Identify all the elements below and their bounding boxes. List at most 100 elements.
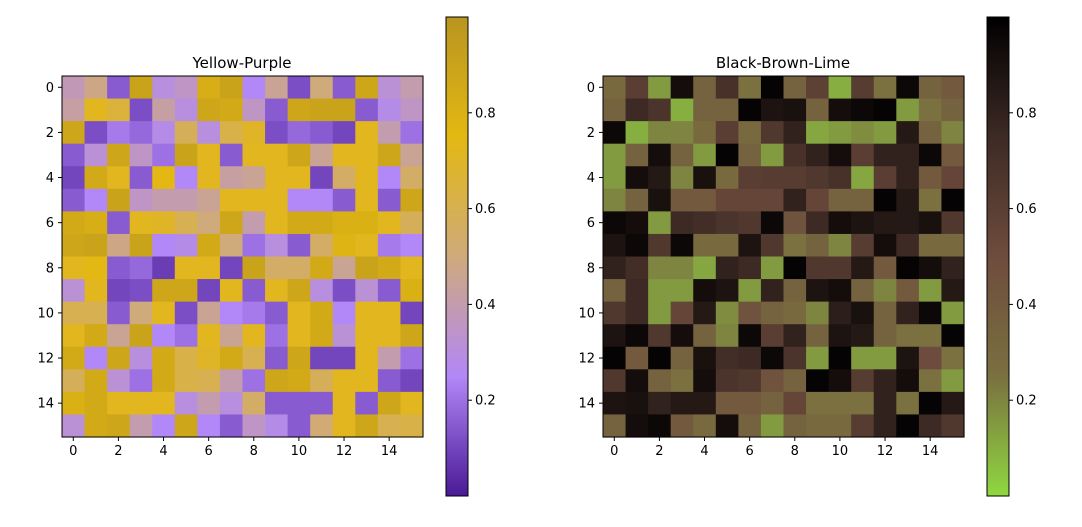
heatmap-cell-r10-c9 xyxy=(806,301,830,325)
heatmap-cell-r2-c7 xyxy=(219,121,244,145)
heatmap-cell-r9-c15 xyxy=(941,279,965,303)
heatmap-cell-r13-c9 xyxy=(806,369,830,393)
heatmap-cell-r7-c9 xyxy=(265,233,289,258)
heatmap-cell-r13-c2 xyxy=(648,369,672,393)
heatmap-cell-r15-c11 xyxy=(851,414,875,438)
heatmap-cell-r0-c10 xyxy=(828,76,852,100)
heatmap-cell-r12-c11 xyxy=(851,346,875,370)
heatmap-cell-r14-c15 xyxy=(400,391,424,416)
heatmap-cell-r12-c13 xyxy=(355,346,379,370)
heatmap-cell-r11-c1 xyxy=(84,324,108,348)
heatmap-cell-r5-c0 xyxy=(62,188,86,212)
heatmap-cell-r2-c2 xyxy=(107,121,131,145)
colorbar-tick-label: 0.8 xyxy=(1016,106,1037,121)
heatmap-cell-r13-c12 xyxy=(332,369,356,393)
heatmap-cell-r14-c1 xyxy=(625,391,649,416)
heatmap-cell-r8-c5 xyxy=(174,256,198,280)
heatmap-cell-r8-c13 xyxy=(355,256,379,280)
heatmap-cell-r15-c12 xyxy=(332,414,356,438)
heatmap-cell-r5-c2 xyxy=(648,188,672,212)
heatmap-cell-r7-c10 xyxy=(287,233,311,258)
heatmap-cell-r10-c15 xyxy=(941,301,965,325)
heatmap-cell-r4-c2 xyxy=(107,166,131,190)
heatmap-panel-black-brown-lime: Black-Brown-Lime 0 2 4 6 8 10 12 14 0 2 4 6 8 10 12 14… xyxy=(578,16,1037,497)
heatmap-cell-r3-c6 xyxy=(197,143,221,167)
y-tick-label: 12 xyxy=(37,352,54,367)
heatmap-cell-r8-c1 xyxy=(84,256,108,280)
heatmap-cell-r11-c12 xyxy=(873,324,897,348)
heatmap-cell-r8-c6 xyxy=(738,256,762,280)
heatmap-cell-r3-c6 xyxy=(738,143,762,167)
heatmap-cell-r15-c4 xyxy=(693,414,717,438)
heatmap-cell-r14-c10 xyxy=(828,391,852,416)
heatmap-cell-r1-c0 xyxy=(62,98,86,122)
heatmap-cell-r14-c6 xyxy=(738,391,762,416)
heatmap-cell-r6-c4 xyxy=(152,211,176,235)
heatmap-cell-r12-c14 xyxy=(918,346,943,370)
x-tick-label: 10 xyxy=(291,444,308,459)
heatmap-cell-r13-c7 xyxy=(219,369,244,393)
x-tick-label: 4 xyxy=(700,444,708,459)
heatmap-cell-r13-c11 xyxy=(310,369,334,393)
heatmap-cell-r11-c5 xyxy=(715,324,739,348)
heatmap-cell-r11-c1 xyxy=(625,324,649,348)
heatmap-cell-r9-c13 xyxy=(896,279,920,303)
heatmap-cell-r8-c14 xyxy=(377,256,402,280)
heatmap-cell-r14-c6 xyxy=(197,391,221,416)
heatmap-cell-r1-c9 xyxy=(806,98,830,122)
heatmap-cell-r6-c6 xyxy=(738,211,762,235)
heatmap-cell-r6-c14 xyxy=(918,211,943,235)
heatmap-cell-r13-c6 xyxy=(197,369,221,393)
heatmap-cell-r9-c12 xyxy=(332,279,356,303)
heatmap-cell-r6-c5 xyxy=(715,211,739,235)
y-tick-label: 6 xyxy=(587,216,595,231)
heatmap-cell-r13-c2 xyxy=(107,369,131,393)
heatmap-cell-r10-c12 xyxy=(873,301,897,325)
heatmap-cell-r3-c5 xyxy=(715,143,739,167)
heatmap-cell-r10-c14 xyxy=(377,301,402,325)
heatmap-cell-r6-c13 xyxy=(896,211,920,235)
heatmap-cell-r4-c15 xyxy=(941,166,965,190)
heatmap-cell-r3-c12 xyxy=(332,143,356,167)
y-tick-label: 10 xyxy=(37,306,54,321)
heatmap-cell-r13-c0 xyxy=(603,369,627,393)
heatmap-cell-r14-c11 xyxy=(851,391,875,416)
heatmap-cell-r2-c6 xyxy=(738,121,762,145)
heatmap-cell-r11-c5 xyxy=(174,324,198,348)
heatmap-cell-r13-c8 xyxy=(783,369,807,393)
heatmap-cell-r7-c14 xyxy=(377,233,402,258)
heatmap-cell-r2-c11 xyxy=(310,121,334,145)
heatmap-cell-r8-c10 xyxy=(828,256,852,280)
heatmap-cell-r12-c9 xyxy=(265,346,289,370)
heatmap-cell-r10-c7 xyxy=(760,301,785,325)
heatmap-cell-r2-c5 xyxy=(715,121,739,145)
heatmap-cell-r9-c5 xyxy=(174,279,198,303)
heatmap-cell-r9-c5 xyxy=(715,279,739,303)
heatmap-cell-r10-c7 xyxy=(219,301,244,325)
heatmap-cell-r2-c9 xyxy=(806,121,830,145)
y-tick-label: 2 xyxy=(46,126,54,141)
heatmap-cell-r4-c10 xyxy=(828,166,852,190)
heatmap-cell-r2-c13 xyxy=(896,121,920,145)
heatmap-cell-r9-c7 xyxy=(219,279,244,303)
heatmap-cell-r1-c8 xyxy=(783,98,807,122)
heatmap-cell-r10-c2 xyxy=(648,301,672,325)
heatmap-cell-r6-c15 xyxy=(941,211,965,235)
heatmap-cell-r12-c15 xyxy=(400,346,424,370)
heatmap-cell-r5-c12 xyxy=(873,188,897,212)
heatmap-cell-r1-c11 xyxy=(851,98,875,122)
x-tick-label: 4 xyxy=(159,444,167,459)
colorbar-tick-label: 0.4 xyxy=(1016,298,1037,313)
heatmap-cell-r8-c0 xyxy=(62,256,86,280)
heatmap-cell-r4-c3 xyxy=(129,166,153,190)
heatmap-cell-r10-c3 xyxy=(129,301,153,325)
heatmap-cell-r8-c8 xyxy=(242,256,266,280)
heatmap-cell-r9-c9 xyxy=(265,279,289,303)
heatmap-cell-r12-c14 xyxy=(377,346,402,370)
heatmap-cell-r4-c9 xyxy=(265,166,289,190)
heatmap-cell-r9-c10 xyxy=(828,279,852,303)
heatmap-cell-r7-c0 xyxy=(62,233,86,258)
heatmap-cell-r1-c7 xyxy=(219,98,244,122)
heatmap-cell-r0-c15 xyxy=(400,76,424,100)
heatmap-cell-r3-c0 xyxy=(603,143,627,167)
